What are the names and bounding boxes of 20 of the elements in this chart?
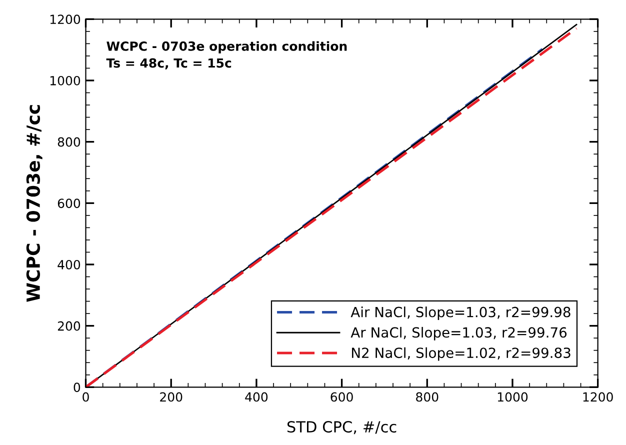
x-tick-label: 800 [416,392,438,402]
y-tick-label: 1200 [50,14,80,24]
x-tick-label: 400 [245,392,268,402]
y-tick-label: 1000 [50,76,80,86]
x-tick-label: 200 [160,392,182,402]
y-tick-label: 800 [58,137,80,147]
x-tick-label: 1200 [583,392,613,402]
x-tick-label: 0 [82,392,89,402]
y-tick-label: 200 [58,321,80,331]
y-axis-title: WCPC - 0703e, #/cc [26,105,42,302]
y-tick-label: 400 [58,260,80,270]
y-tick-label: 600 [58,198,80,208]
legend-label: N2 NaCl, Slope=1.02, r2=99.83 [352,347,570,361]
y-tick-label: 0 [74,382,80,392]
x-tick-label: 600 [330,392,353,402]
annotation: WCPC - 0703e operation condition Ts = 48c, Tc = 15c [106,41,347,70]
legend-label: Air NaCl, Slope=1.03, r2=99.98 [350,306,570,320]
legend-label: Ar NaCl, Slope=1.03, r2=99.76 [350,326,567,340]
x-axis-title: STD CPC, #/cc [287,421,396,434]
x-tick-label: 1000 [498,392,528,402]
